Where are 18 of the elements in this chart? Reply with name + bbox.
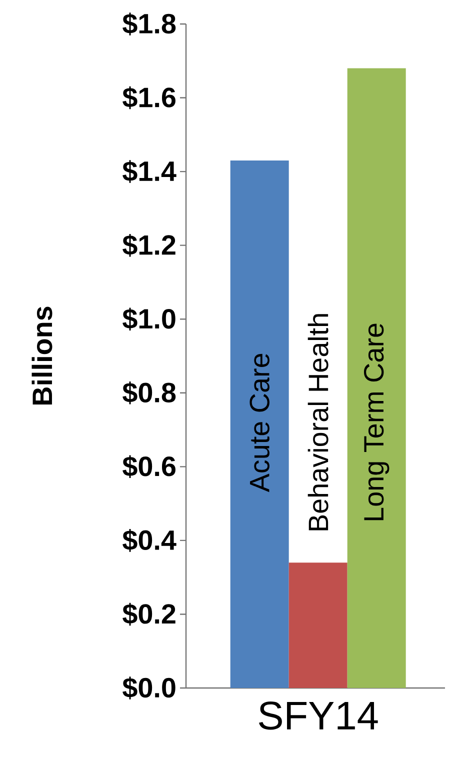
text: Behavioral Health (308, 314, 328, 530)
y-tick-label: $1.6 (122, 86, 176, 110)
bar (288, 562, 348, 688)
series-label: Acute Care (250, 354, 270, 492)
x-tick-label: SFY14 (258, 702, 378, 730)
y-tick-label: $0.6 (122, 455, 176, 478)
y-axis-title: Billions (32, 306, 52, 405)
y-tick-label: $1.0 (122, 308, 176, 330)
y-tick-label: $0.4 (122, 529, 176, 552)
y-tick-label: $0.8 (122, 382, 176, 404)
y-tick-label: $1.4 (122, 160, 176, 183)
y-tick-label: $0.0 (122, 676, 176, 700)
y-tick-label: $1.2 (122, 234, 176, 257)
y-tick-label: $0.2 (122, 602, 176, 626)
bar (230, 160, 289, 688)
y-tick-label: $1.8 (122, 12, 176, 36)
series-label: Long Term Care (364, 324, 390, 520)
bar (347, 68, 406, 688)
